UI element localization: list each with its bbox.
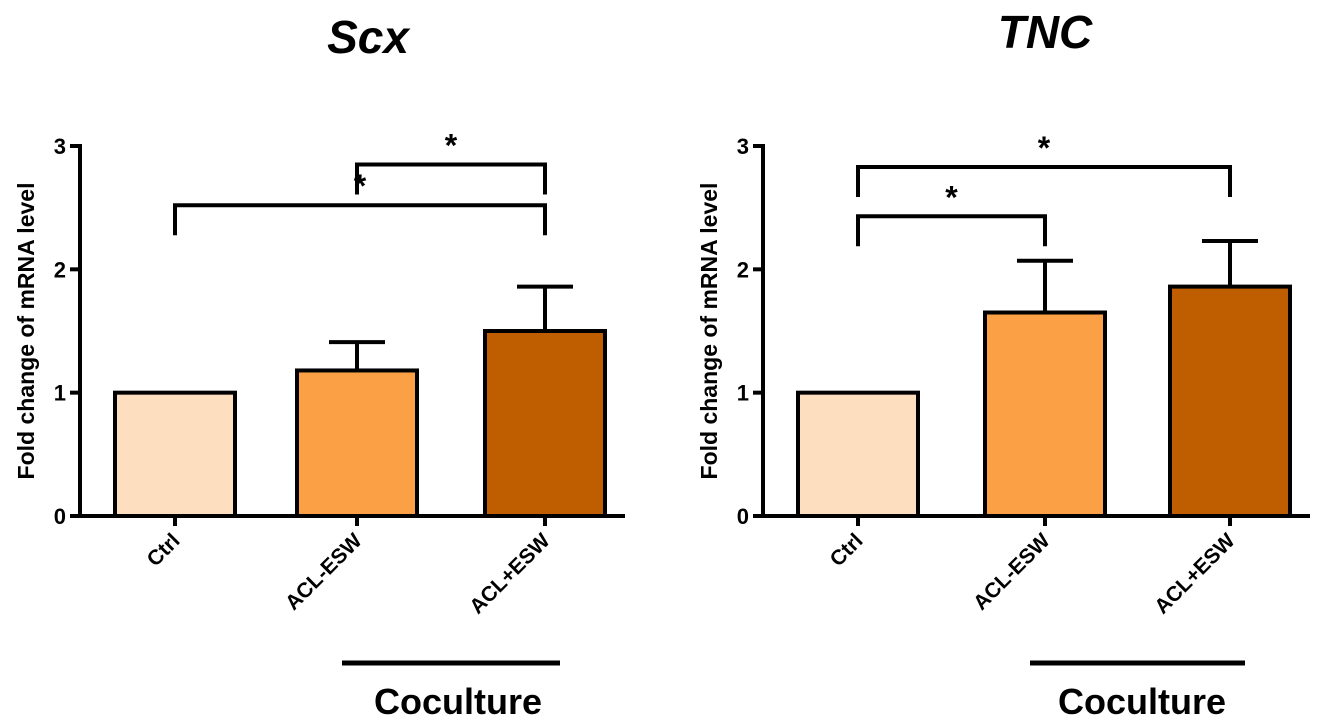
bar-ctrl bbox=[113, 390, 237, 518]
x-tick-label: ACL-ESW bbox=[281, 529, 367, 615]
y-tick-label: 3 bbox=[54, 134, 66, 159]
chart-panel-0: Scx Fold change of mRNA level 0 1 2 3 Ctrl ACL-… bbox=[13, 11, 625, 722]
x-tick-label: ACL+ESW bbox=[465, 529, 554, 618]
bar-acl-esw bbox=[1168, 284, 1292, 518]
chart-title: TNC bbox=[998, 6, 1093, 58]
significance-star: * bbox=[354, 168, 367, 204]
y-tick-label: 0 bbox=[737, 504, 749, 529]
chart-title: Scx bbox=[327, 11, 411, 63]
bar-ctrl bbox=[796, 390, 920, 518]
y-tick-label: 1 bbox=[737, 381, 749, 406]
bar-acl-esw bbox=[295, 368, 419, 519]
x-tick-label: Ctrl bbox=[143, 529, 185, 571]
x-tick-label: ACL-ESW bbox=[969, 529, 1055, 615]
group-label: Coculture bbox=[1058, 681, 1226, 722]
y-axis-label: Fold change of mRNA level bbox=[696, 183, 722, 480]
y-tick-label: 0 bbox=[54, 504, 66, 529]
significance-star: * bbox=[945, 179, 958, 215]
chart-panel-1: TNC Fold change of mRNA level 0 1 2 3 Ctrl ACL-… bbox=[696, 6, 1310, 722]
x-tick-label: Ctrl bbox=[826, 529, 868, 571]
significance-bracket bbox=[173, 203, 547, 236]
significance-bracket bbox=[355, 162, 547, 195]
y-axis-label: Fold change of mRNA level bbox=[13, 183, 39, 480]
significance-bracket bbox=[856, 214, 1047, 247]
y-tick-label: 2 bbox=[737, 257, 749, 282]
significance-star: * bbox=[445, 128, 458, 164]
bar-acl-esw bbox=[983, 310, 1107, 518]
significance-bracket bbox=[856, 164, 1232, 197]
y-tick-label: 1 bbox=[54, 381, 66, 406]
y-tick-label: 3 bbox=[737, 134, 749, 159]
bar-acl-esw bbox=[483, 329, 607, 518]
y-tick-label: 2 bbox=[54, 257, 66, 282]
group-label: Coculture bbox=[374, 681, 542, 722]
x-tick-label: ACL+ESW bbox=[1150, 529, 1239, 618]
significance-star: * bbox=[1038, 130, 1051, 166]
